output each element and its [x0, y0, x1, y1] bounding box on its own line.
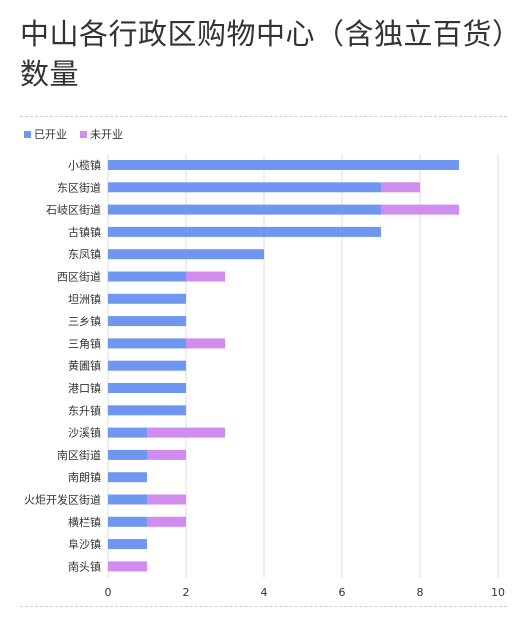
category-label: 东升镇: [68, 403, 101, 417]
category-label: 南区街道: [57, 448, 101, 462]
bar-open-6: [108, 293, 186, 304]
category-label: 东凤镇: [68, 247, 101, 261]
category-label: 西区街道: [57, 270, 101, 284]
category-label: 港口镇: [68, 381, 101, 395]
category-label: 沙溪镇: [68, 426, 101, 440]
category-label: 南头镇: [68, 559, 101, 573]
legend-swatch-1: [80, 131, 87, 138]
bar-unopened-12: [147, 427, 225, 438]
bar-open-0: [108, 160, 459, 170]
bar-open-14: [108, 472, 147, 483]
bar-unopened-8: [186, 338, 225, 349]
x-tick-label: 2: [183, 586, 190, 599]
x-tick-label: 8: [417, 586, 424, 599]
bar-open-7: [108, 316, 186, 327]
bar-open-15: [108, 494, 147, 505]
bars: [108, 160, 459, 572]
bar-open-8: [108, 338, 186, 349]
x-tick-label: 4: [261, 586, 268, 599]
x-axis-labels: 0 2 4 6 8 10: [105, 586, 506, 599]
bar-unopened-18: [108, 561, 147, 572]
bar-unopened-1: [381, 182, 420, 193]
bar-unopened-13: [147, 449, 186, 460]
x-tick-label: 10: [491, 586, 505, 599]
title-divider: [20, 116, 507, 117]
bar-open-17: [108, 539, 147, 550]
legend-label-1: 未开业: [90, 128, 123, 141]
category-label: 南朗镇: [68, 470, 101, 484]
category-label: 阜沙镇: [68, 537, 101, 551]
x-tick-label: 6: [339, 586, 346, 599]
legend-label-0: 已开业: [34, 128, 67, 141]
category-label: 东区街道: [57, 180, 101, 194]
category-label: 古镇镇: [68, 225, 101, 239]
category-label: 三角镇: [68, 336, 101, 350]
bar-open-1: [108, 182, 381, 193]
legend-swatch-0: [24, 131, 31, 138]
y-axis-labels: 小榄镇东区街道石岐区街道古镇镇东凤镇西区街道坦洲镇三乡镇三角镇黄圃镇港口镇东升镇…: [24, 158, 101, 573]
bottom-divider: [20, 606, 507, 607]
bar-open-4: [108, 249, 264, 260]
bar-unopened-2: [381, 204, 459, 215]
bar-open-3: [108, 226, 381, 237]
bar-open-10: [108, 383, 186, 393]
category-label: 黄圃镇: [68, 359, 101, 373]
category-label: 石岐区街道: [46, 203, 101, 217]
bar-open-16: [108, 516, 147, 527]
category-label: 坦洲镇: [68, 292, 101, 306]
bar-open-13: [108, 449, 147, 460]
category-label: 火炬开发区街道: [24, 493, 101, 507]
legend: 已开业 未开业: [24, 128, 123, 141]
bar-unopened-16: [147, 516, 186, 527]
gridlines: [107, 154, 499, 578]
category-label: 横栏镇: [68, 515, 101, 529]
bar-open-11: [108, 405, 186, 416]
bar-open-5: [108, 271, 186, 282]
x-tick-label: 0: [105, 586, 112, 599]
bar-open-12: [108, 427, 147, 438]
bar-unopened-5: [186, 271, 225, 282]
category-label: 小榄镇: [68, 158, 101, 172]
bar-open-2: [108, 204, 381, 215]
bar-open-9: [108, 360, 186, 371]
bar-unopened-15: [147, 494, 186, 505]
chart-title: 中山各行政区购物中心（含独立百货）数量: [20, 17, 508, 91]
category-label: 三乡镇: [68, 314, 101, 328]
